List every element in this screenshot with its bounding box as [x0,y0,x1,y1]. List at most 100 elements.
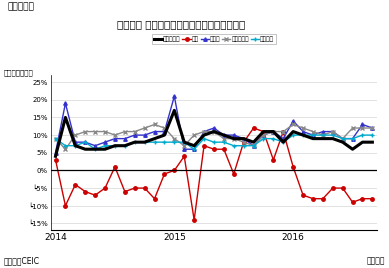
製造業 [73,140,78,144]
水供給業 [311,133,315,137]
水供給業 [340,137,345,140]
水供給業 [350,137,355,140]
電気ガス業 [63,148,68,151]
鉱工業生産 [261,130,266,133]
鉱工業生産 [321,137,325,140]
鉱業 [301,193,305,197]
鉱工業生産 [182,140,187,144]
製造業 [132,133,137,137]
製造業 [123,137,127,140]
製造業 [261,133,266,137]
水供給業 [231,144,236,147]
鉱業 [112,165,117,169]
鉱工業生産 [301,133,305,137]
水供給業 [152,140,157,144]
電気ガス業 [132,130,137,133]
鉱工業生産 [63,116,68,119]
製造業 [152,130,157,133]
鉱業 [340,187,345,190]
製造業 [281,137,286,140]
水供給業 [73,144,78,147]
Text: （月次）: （月次） [366,256,385,265]
製造業 [182,148,187,151]
電気ガス業 [83,130,88,133]
電気ガス業 [152,123,157,126]
水供給業 [281,140,286,144]
Line: 製造業: 製造業 [54,95,374,154]
鉱工業生産 [202,133,207,137]
水供給業 [251,144,256,147]
水供給業 [162,140,167,144]
鉱業 [192,218,196,221]
水供給業 [271,137,276,140]
鉱業 [182,155,187,158]
鉱業 [152,197,157,200]
電気ガス業 [251,144,256,147]
水供給業 [112,144,117,147]
水供給業 [212,140,216,144]
鉱業 [93,193,98,197]
電気ガス業 [340,137,345,140]
電気ガス業 [271,130,276,133]
製造業 [360,123,365,126]
鉱業 [311,197,315,200]
鉱工業生産 [241,137,246,140]
水供給業 [63,144,68,147]
電気ガス業 [241,140,246,144]
水供給業 [192,148,196,151]
鉱工業生産 [330,137,335,140]
鉱工業生産 [192,144,196,147]
電気ガス業 [93,130,98,133]
電気ガス業 [192,133,196,137]
鉱工業生産 [350,148,355,151]
電気ガス業 [291,123,296,126]
電気ガス業 [162,126,167,130]
製造業 [321,130,325,133]
鉱工業生産 [251,140,256,144]
製造業 [63,102,68,105]
鉱業 [162,172,167,176]
水供給業 [370,133,375,137]
鉱工業生産 [221,133,226,137]
鉱業 [330,187,335,190]
水供給業 [330,133,335,137]
水供給業 [172,140,177,144]
水供給業 [321,133,325,137]
鉱業 [212,148,216,151]
製造業 [241,137,246,140]
鉱業 [261,130,266,133]
水供給業 [182,140,187,144]
鉱工業生産 [83,148,88,151]
鉱工業生産 [370,140,375,144]
製造業 [271,130,276,133]
製造業 [251,144,256,147]
鉱業 [271,158,276,161]
水供給業 [221,140,226,144]
製造業 [162,130,167,133]
鉱業 [321,197,325,200]
製造業 [340,137,345,140]
製造業 [112,137,117,140]
水供給業 [123,144,127,147]
水供給業 [83,140,88,144]
電気ガス業 [311,130,315,133]
製造業 [192,148,196,151]
電気ガス業 [172,137,177,140]
鉱業 [123,190,127,193]
鉱工業生産 [73,144,78,147]
鉱業 [132,187,137,190]
鉱業 [350,201,355,204]
Text: （資料）CEIC: （資料）CEIC [4,256,40,265]
水供給業 [103,144,107,147]
製造業 [330,130,335,133]
鉱工業生産 [132,140,137,144]
鉱業 [281,130,286,133]
電気ガス業 [321,133,325,137]
電気ガス業 [123,130,127,133]
鉱工業生産 [142,140,147,144]
鉱工業生産 [152,137,157,140]
鉱工業生産 [291,130,296,133]
鉱業 [63,204,68,207]
電気ガス業 [301,126,305,130]
電気ガス業 [281,130,286,133]
